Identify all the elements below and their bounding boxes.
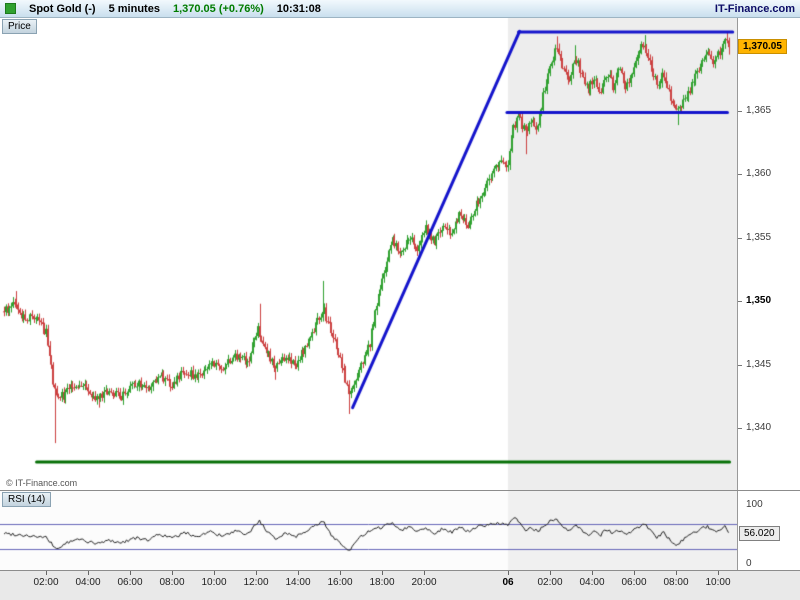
time-tick-label: 12:00	[243, 577, 269, 588]
time-tick-mark	[550, 571, 551, 575]
copyright-label: © IT-Finance.com	[6, 478, 78, 488]
price-panel: Price © IT-Finance.com 1,370.05 1,365 1,3…	[0, 18, 800, 490]
price-tick-mark	[738, 174, 742, 175]
rsi-axis[interactable]: 100 0 56.020	[737, 491, 800, 570]
price-tick-label: 1,360	[746, 168, 772, 179]
price-tick-label: 1,365	[746, 105, 772, 116]
time-tick-label: 10:00	[705, 577, 731, 588]
time-tick-label: 02:00	[33, 577, 59, 588]
time-axis[interactable]: 02:00 04:00 06:00 08:00 10:00 12:00 14:00 16:00…	[0, 570, 800, 600]
chart-header: Spot Gold (-) 5 minutes 1,370.05 (+0.76%…	[0, 0, 800, 18]
price-chart-canvas[interactable]	[0, 18, 737, 490]
last-price-badge: 1,370.05	[738, 39, 787, 54]
time-tick-mark	[172, 571, 173, 575]
brand-label: IT-Finance.com	[714, 2, 795, 15]
tab-price[interactable]: Price	[2, 19, 37, 34]
price-tick-label: 1,340	[746, 422, 772, 433]
last-price-change: 1,370.05 (+0.76%)	[172, 2, 264, 15]
time-tick-mark	[88, 571, 89, 575]
time-tick-label: 04:00	[579, 577, 605, 588]
time-tick-mark	[592, 571, 593, 575]
time-tick-label: 06	[502, 577, 514, 588]
time-tick-mark	[130, 571, 131, 575]
price-tick-mark	[738, 301, 742, 302]
tab-rsi[interactable]: RSI (14)	[2, 492, 52, 507]
time-tick-mark	[676, 571, 677, 575]
price-tick-mark	[738, 428, 742, 429]
time-tick-mark	[718, 571, 719, 575]
time-tick-label: 04:00	[75, 577, 101, 588]
time-tick-label: 10:00	[201, 577, 227, 588]
time-tick-label: 14:00	[285, 577, 311, 588]
price-tick-label: 1,345	[746, 359, 772, 370]
time-tick-mark	[508, 571, 509, 575]
time-tick-mark	[634, 571, 635, 575]
price-tick-mark	[738, 365, 742, 366]
time-tick-mark	[340, 571, 341, 575]
timeframe-label: 5 minutes	[108, 2, 160, 15]
time-tick-label: 06:00	[621, 577, 647, 588]
clock-label: 10:31:08	[276, 2, 321, 15]
time-tick-label: 02:00	[537, 577, 563, 588]
time-tick-label: 20:00	[411, 577, 437, 588]
instrument-name: Spot Gold (-)	[29, 2, 96, 15]
rsi-value-badge: 56.020	[739, 526, 780, 541]
time-tick-mark	[256, 571, 257, 575]
time-tick-label: 08:00	[663, 577, 689, 588]
time-tick-mark	[424, 571, 425, 575]
time-tick-label: 08:00	[159, 577, 185, 588]
time-tick-label: 06:00	[117, 577, 143, 588]
price-tick-mark	[738, 111, 742, 112]
time-tick-mark	[298, 571, 299, 575]
time-tick-mark	[382, 571, 383, 575]
price-axis[interactable]: 1,370.05 1,365 1,360 1,355 1,350 1,345 1,340	[737, 18, 800, 490]
time-tick-mark	[214, 571, 215, 575]
rsi-axis-top-label: 100	[746, 499, 763, 510]
rsi-axis-bottom-label: 0	[746, 558, 752, 569]
instrument-color-icon	[5, 3, 16, 14]
time-tick-label: 16:00	[327, 577, 353, 588]
price-tick-mark	[738, 238, 742, 239]
price-tick-label: 1,355	[746, 232, 772, 243]
price-tick-label: 1,350	[746, 295, 772, 306]
rsi-chart-canvas[interactable]	[0, 491, 737, 570]
time-tick-mark	[46, 571, 47, 575]
time-tick-label: 18:00	[369, 577, 395, 588]
rsi-panel: RSI (14) 100 0 56.020	[0, 490, 800, 570]
